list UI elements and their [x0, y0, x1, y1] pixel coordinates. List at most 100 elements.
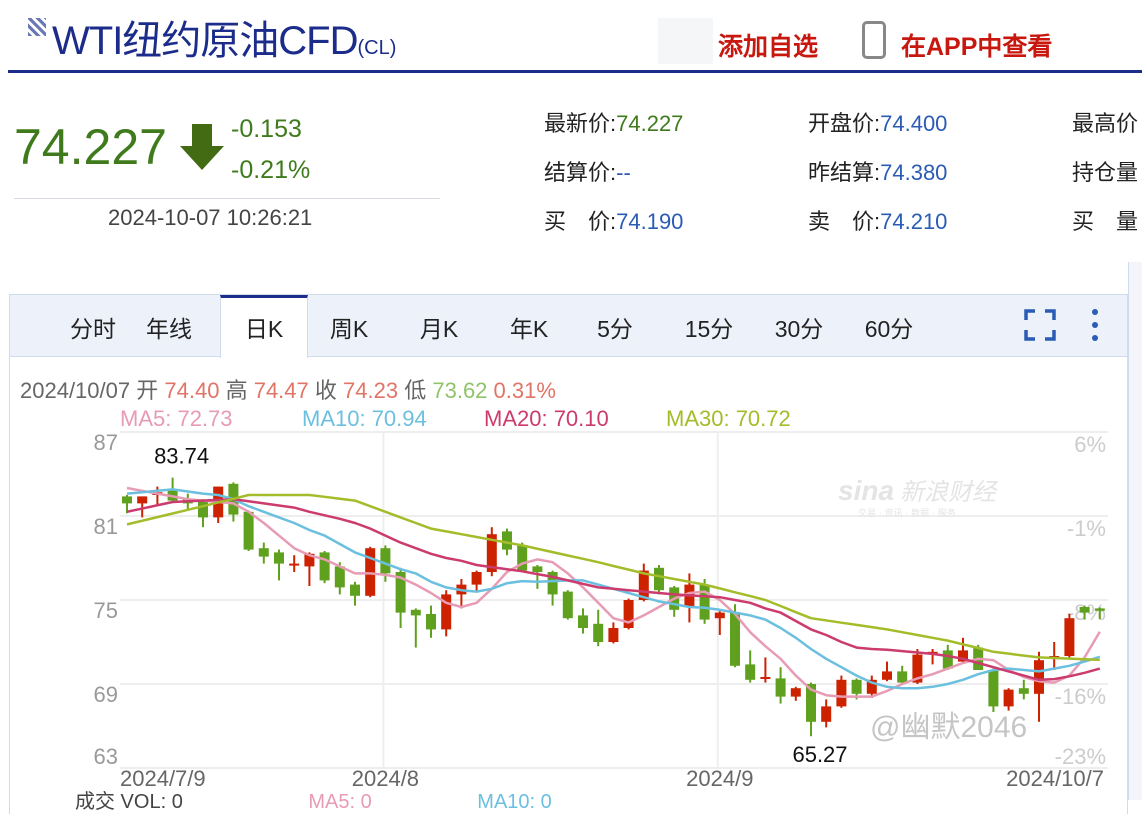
tab-9[interactable]: 60分 [864, 316, 914, 342]
candle-body [395, 572, 406, 613]
candle [608, 622, 619, 644]
candle [638, 563, 649, 602]
candle-body [289, 563, 300, 566]
candle-body [654, 567, 664, 591]
tab-6[interactable]: 5分 [597, 316, 633, 342]
candle [486, 527, 497, 577]
candle [426, 605, 436, 638]
candle [1003, 688, 1014, 711]
candle [1049, 642, 1060, 670]
candle-body [806, 684, 816, 722]
candle [122, 495, 132, 514]
pct-tick-label: -23% [1055, 744, 1106, 769]
phone-icon[interactable] [862, 21, 886, 59]
field-label: 买 量 [1072, 209, 1139, 234]
ohlc-info: 2024/10/07 开 74.40 高 74.47 收 74.23 低 73.… [20, 373, 556, 405]
tab-3[interactable]: 周K [329, 316, 369, 342]
candle [654, 565, 664, 595]
ma-legend-0: MA5: 72.73 [120, 406, 233, 431]
title-divider [8, 70, 1142, 73]
pct-tick-label: -1% [1067, 516, 1106, 541]
candle [456, 579, 467, 609]
candle [532, 565, 543, 589]
candle [927, 649, 938, 665]
tab-2[interactable]: 日K [220, 295, 308, 358]
vol-ma10: MA10: 0 [477, 791, 552, 813]
candle-body [502, 531, 512, 550]
tab-0[interactable]: 分时 [70, 316, 116, 342]
fullscreen-icon[interactable] [1024, 309, 1056, 341]
candle [806, 682, 816, 737]
candle-body [380, 548, 391, 574]
field-value: 74.380 [880, 160, 948, 185]
y-tick-label: 69 [94, 682, 118, 707]
tab-1[interactable]: 年线 [146, 316, 192, 342]
chart-frame [9, 294, 1128, 814]
candle-body [578, 615, 588, 628]
view-in-app-button[interactable]: 在APP中查看 [901, 33, 1053, 61]
field-label: 买 价: [544, 209, 617, 234]
candle-body [593, 623, 604, 642]
candle-body [821, 706, 832, 722]
ma-legend-3: MA30: 70.72 [666, 406, 791, 431]
candle [593, 609, 604, 647]
candle-body [486, 534, 497, 572]
candle-body [1094, 608, 1105, 611]
candle-body [988, 670, 999, 707]
more-options-icon[interactable] [1088, 308, 1102, 342]
price-change: -0.153 [231, 115, 302, 143]
candle [198, 499, 208, 528]
open-label: 开 [136, 378, 159, 403]
candle [821, 699, 832, 728]
instrument-name: WTI纽约原油CFD [52, 19, 359, 63]
tab-7[interactable]: 15分 [684, 316, 734, 342]
field-label: 最新价: [544, 111, 617, 136]
candle [471, 570, 482, 592]
candle [866, 675, 877, 698]
field-label: 卖 价: [808, 209, 881, 234]
volume-legend: 成交 VOL: 0 MA5: 0 MA10: 0 [75, 792, 552, 812]
candle [836, 675, 847, 708]
kline-chart[interactable]: 87817569636%-1%-8%-16%-23%2024/7/92024/8… [0, 0, 1128, 800]
candle [410, 608, 421, 648]
high-label: 高 [225, 378, 248, 403]
price-change-pct: -0.21% [231, 156, 311, 184]
candle [699, 579, 710, 624]
candle-body [334, 566, 345, 588]
candle-body [623, 600, 634, 628]
add-watchlist-button[interactable]: 添加自选 [718, 33, 819, 61]
candle-body [836, 679, 847, 707]
candle-body [912, 654, 923, 683]
ma-line-ma5 [126, 486, 1101, 698]
candle-body [365, 548, 376, 596]
ma-legend-2: MA20: 70.10 [484, 406, 609, 431]
candle-body [897, 671, 908, 683]
field-value: -- [616, 160, 631, 185]
candle-body [730, 612, 740, 666]
candle [942, 644, 953, 670]
close-value: 74.23 [343, 378, 399, 403]
field-value: 74.227 [616, 111, 684, 136]
candle [1018, 679, 1029, 700]
close-label: 收 [314, 378, 337, 403]
vol-label: 成交 VOL: 0 [75, 791, 183, 813]
candle-body [274, 552, 284, 564]
candle-body [638, 570, 649, 600]
tab-5[interactable]: 年K [509, 316, 549, 342]
quote-field: 昨结算:74.380 [808, 155, 947, 187]
candle [243, 510, 254, 551]
candle [1094, 607, 1105, 620]
tab-8[interactable]: 30分 [774, 316, 824, 342]
candle-body [562, 591, 573, 619]
change-pct-value: 0.31% [493, 378, 556, 403]
candle-body [1003, 689, 1014, 707]
candle [760, 657, 771, 683]
tab-4[interactable]: 月K [419, 316, 459, 342]
candle-body [760, 677, 771, 679]
vol-ma5: MA5: 0 [308, 791, 372, 813]
quote-field: 卖 价:74.210 [808, 204, 947, 236]
instrument-code: (CL) [357, 37, 397, 59]
candle-body [775, 678, 786, 697]
candle-body [1034, 660, 1044, 694]
candle [441, 590, 452, 637]
